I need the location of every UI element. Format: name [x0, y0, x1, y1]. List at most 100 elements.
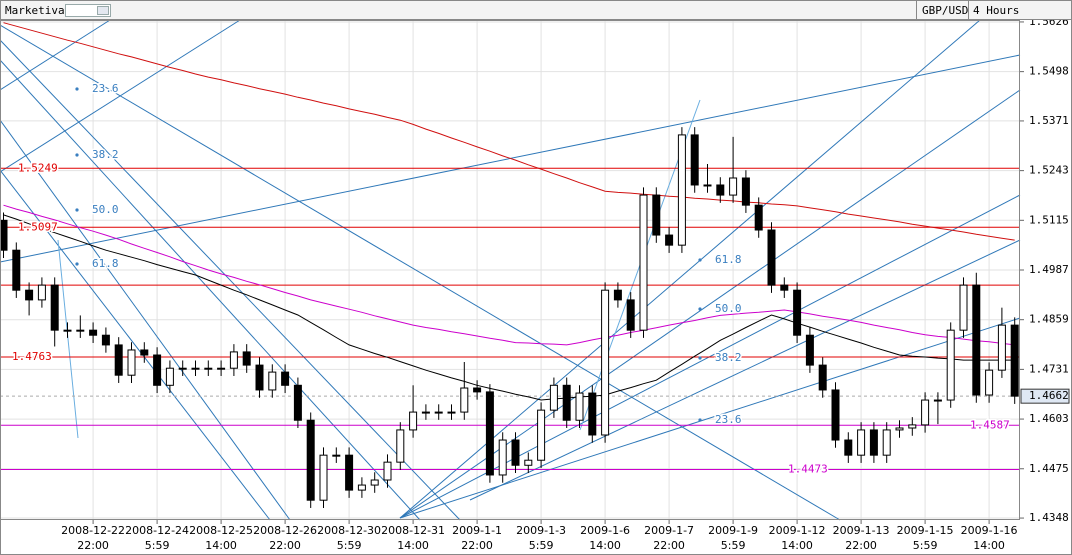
- candle-body: [1010, 324, 1019, 397]
- x-tick-label: 2009-1-3 5:59: [516, 524, 567, 552]
- trend-line: [0, 39, 461, 521]
- candle-body: [409, 411, 418, 431]
- candle-body: [498, 439, 507, 476]
- candle-body: [588, 392, 597, 436]
- y-tick-label: 1.4348: [1029, 511, 1069, 524]
- candle-body: [383, 461, 392, 481]
- fib-label: 50.0: [715, 302, 742, 315]
- moving-average: [3, 214, 1015, 401]
- candle-body: [204, 367, 213, 370]
- candle-body: [0, 219, 8, 251]
- x-tick-label: 2008-12-30 5:59: [317, 524, 382, 552]
- fib-label: 50.0: [92, 203, 119, 216]
- candle-body: [306, 419, 315, 501]
- candle-body: [524, 459, 533, 466]
- level-label: 1.4587: [970, 418, 1010, 431]
- candle-body: [690, 134, 699, 186]
- candle-body: [665, 234, 674, 246]
- y-tick-label: 1.4859: [1029, 313, 1069, 326]
- candle-body: [25, 289, 34, 301]
- candle-body: [76, 329, 85, 332]
- candle-body: [780, 284, 789, 291]
- x-tick-label: 2009-1-16 14:00: [960, 524, 1018, 552]
- candle-body: [933, 399, 942, 402]
- y-tick-label: 1.4475: [1029, 462, 1069, 475]
- y-tick-label: 1.5115: [1029, 213, 1069, 226]
- levels: [0, 167, 1020, 471]
- fib-dot: [75, 153, 79, 157]
- candle-body: [281, 371, 290, 386]
- fib-dot: [698, 258, 702, 262]
- candle-body: [191, 367, 200, 370]
- header-bar: [0, 0, 1072, 20]
- candle-body: [805, 334, 814, 366]
- moving-average: [3, 204, 1015, 346]
- candle-body: [37, 284, 46, 301]
- candle-body: [985, 369, 994, 396]
- price-box: [1020, 388, 1070, 404]
- candle-body: [255, 364, 264, 391]
- app-name: Marketiva: [5, 4, 65, 17]
- candle-body: [972, 284, 981, 396]
- trend-line: [0, 59, 421, 521]
- x-tick-label: 2008-12-22 22:00: [61, 524, 126, 552]
- y-tick-label: 1.5498: [1029, 65, 1069, 78]
- candle-body: [921, 399, 930, 426]
- candle-body: [229, 351, 238, 369]
- candle-body: [511, 439, 520, 466]
- level-label: 1.5097: [18, 220, 58, 233]
- candle-body: [153, 354, 162, 386]
- moving-averages: [3, 22, 1015, 401]
- y-tick-label: 1.5371: [1029, 114, 1069, 127]
- trend-line: [399, 19, 981, 519]
- level-label: 1.4473: [788, 463, 828, 476]
- fib-label: 23.6: [715, 413, 742, 426]
- fib-dot: [75, 208, 79, 212]
- timeframe: 4 Hours: [973, 4, 1019, 17]
- fib-dot: [75, 262, 79, 266]
- y-tick-label: 1.5243: [1029, 164, 1069, 177]
- candle-body: [537, 409, 546, 461]
- candle-body: [754, 204, 763, 231]
- candle-body: [114, 344, 123, 376]
- candle-body: [844, 439, 853, 456]
- candle-body: [652, 194, 661, 236]
- fib-dot: [698, 307, 702, 311]
- candle-body: [485, 391, 494, 476]
- candle-body: [818, 364, 827, 391]
- plot-border: [0, 20, 1020, 520]
- level-label: 1.5249: [18, 161, 58, 174]
- candle-body: [562, 384, 571, 421]
- candle-body: [421, 411, 430, 414]
- fib-dot: [75, 87, 79, 91]
- fib-label: 61.8: [92, 257, 119, 270]
- candle-body: [793, 289, 802, 336]
- candle-body: [396, 429, 405, 463]
- level-label: 1.4763: [12, 350, 52, 363]
- fib-label: 23.6: [92, 82, 119, 95]
- candle-body: [89, 329, 98, 336]
- candle-body: [639, 194, 648, 331]
- candle-body: [677, 134, 686, 246]
- candle-body: [703, 184, 712, 187]
- candle-body: [293, 384, 302, 421]
- candle-body: [447, 411, 456, 414]
- candle-body: [101, 334, 110, 346]
- candle-body: [217, 367, 226, 370]
- selector-button[interactable]: [97, 6, 109, 15]
- candle-body: [959, 284, 968, 331]
- candle-body: [345, 454, 354, 491]
- candle-body: [716, 184, 725, 196]
- candle-body: [831, 389, 840, 441]
- y-tick-label: 1.4987: [1029, 263, 1069, 276]
- symbol: GBP/USD: [922, 4, 968, 17]
- candle-body: [997, 324, 1006, 371]
- candle-body: [549, 384, 558, 411]
- fib-dot: [698, 418, 702, 422]
- candle-body: [729, 177, 738, 196]
- candle-body: [946, 329, 955, 401]
- candle-body: [767, 229, 776, 286]
- candle-body: [319, 454, 328, 501]
- candle-body: [370, 479, 379, 486]
